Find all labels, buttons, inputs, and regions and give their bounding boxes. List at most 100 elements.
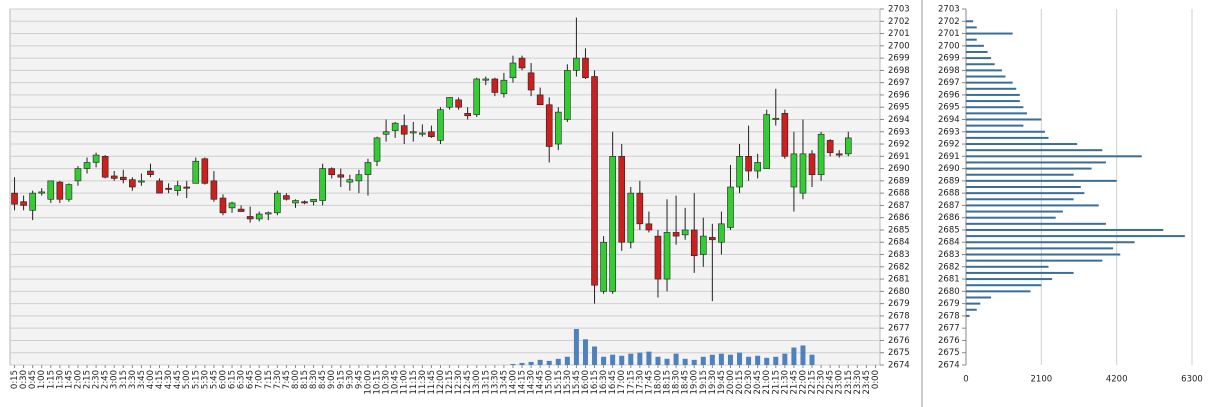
candle-body [219,197,227,214]
volume-bar [537,359,543,365]
x-tick-label: 13:30 [490,370,500,395]
x-tick-label: 18:30 [672,370,682,395]
volume-bar [592,346,598,365]
candle-body [391,122,399,131]
x-tick-label: 7:00 [255,370,265,389]
profile-bar [966,100,1020,103]
profile-bar [966,106,1024,109]
profile-bar [966,173,1074,176]
y-tick-label: 2693 [938,127,960,137]
volume-bar [691,359,697,365]
x-tick-label: 15:30 [563,370,573,395]
x-tick-label: 4:45 [173,370,183,389]
x-tick-label: 0:30 [19,370,29,389]
candle-body [283,195,290,200]
x-tick-label: 15:00 [545,370,555,395]
candle-body [192,160,200,184]
x-tick-label: 10:30 [382,370,392,395]
x-tick-label: 11:15 [409,370,419,395]
volume-bar [664,358,670,365]
volume-bar [528,361,534,365]
volume-bar [519,362,525,365]
y-tick-label: 2701 [888,29,910,39]
x-tick-label: 2:30 [92,370,102,389]
candle-body [554,111,562,145]
volume-bar [555,358,561,365]
profile-bar [966,198,1074,201]
y-tick-label: 2679 [938,299,960,309]
x-tick-label: 6:00 [218,370,228,389]
profile-bar [966,75,1006,78]
volume-bar [727,354,733,365]
volume-bar [637,352,643,365]
y-tick-label: 2688 [888,189,910,199]
y-tick-label: 2692 [888,140,910,150]
candle-body [274,192,281,214]
candle-body [663,232,671,280]
x-tick-label: 6:45 [246,370,256,389]
y-tick-label: 2685 [938,225,960,235]
volume-bar [755,355,761,365]
candle-body [110,175,118,179]
y-tick-label: 2691 [938,152,960,162]
y-tick-label: 2698 [888,66,910,76]
x-tick-label: 14:45 [536,370,546,395]
x-tick-label: 5:00 [182,370,192,389]
candle-body [38,191,46,194]
x-tick-label: 19:30 [708,370,718,395]
volume-bar [610,354,616,365]
x-tick-label: 13:15 [481,370,491,395]
x-tick-label: 4:00 [146,370,156,389]
x-tick-label: 2:00 [73,370,83,389]
candle-body [609,156,616,292]
profile-bar [966,81,1013,84]
x-tick-label: 21:15 [771,370,781,395]
volume-bar [573,329,579,365]
x-tick-label: 23:30 [853,370,863,395]
x-tick-label: 7:15 [264,370,274,389]
candle-body [101,156,109,178]
y-tick-label: 2701 [938,29,960,39]
profile-bar [966,118,1042,121]
x-tick-label: 11:45 [427,370,437,395]
candle-body [56,181,64,200]
volume-bar [737,352,743,365]
candle-body [400,125,408,135]
x-tick-label: 10:45 [391,370,401,395]
x-tick-label: 9:45 [354,370,364,389]
candle-body [165,187,172,190]
y-tick-label: 2686 [938,213,960,223]
candle-body [509,62,517,79]
y-tick-label: 2693 [888,127,910,137]
candle-body [301,201,308,204]
y-tick-label: 2703 [888,5,910,15]
profile-bar [966,69,1002,72]
candle-body [119,176,127,180]
y-tick-label: 2686 [888,213,910,223]
profile-bar [966,271,1074,274]
profile-bar [966,278,1053,281]
x-tick-label: 9:00 [327,370,337,389]
candle-body [545,104,553,147]
y-tick-label: 2680 [938,287,960,297]
x-tick-label: 1:15 [46,370,56,389]
volume-bar [564,356,570,365]
volume-bar [800,345,806,365]
profile-bar [966,93,1020,96]
candle-body [636,192,644,225]
profile-bar [966,124,1024,127]
x-tick-label: 8:00 [291,370,301,389]
candle-body [310,198,317,203]
candle-body [246,216,254,220]
y-tick-label: 2700 [938,41,960,51]
y-tick-label: 2677 [888,324,910,334]
y-tick-label: 2689 [938,176,960,186]
x-tick-label: 22:30 [817,370,827,395]
x-tick-label: 11:00 [400,370,410,395]
profile-bar [966,143,1078,146]
profile-bar [966,63,995,66]
profile-bar [966,247,1114,250]
x-tick-label: 23:45 [862,370,872,395]
profile-bar [966,302,981,305]
candle-body [382,131,390,135]
